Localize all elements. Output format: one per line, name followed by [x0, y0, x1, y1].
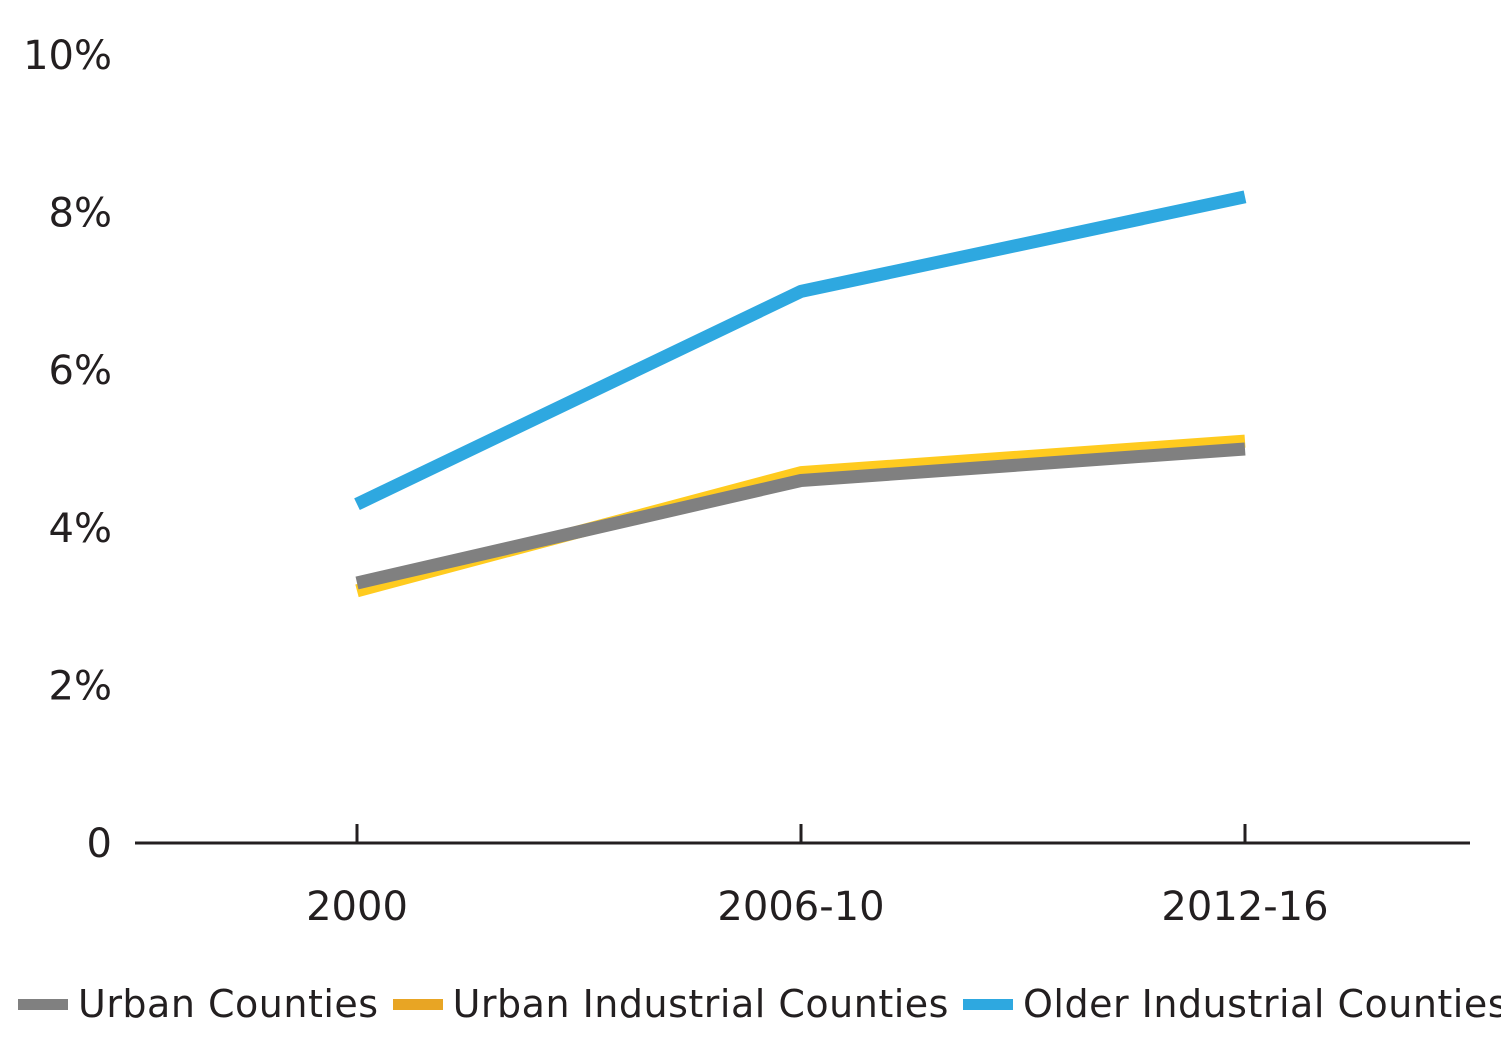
legend-item: Urban Counties — [18, 982, 379, 1026]
y-tick-label: 4% — [49, 506, 112, 552]
legend-label: Urban Industrial Counties — [452, 982, 949, 1026]
y-tick-label: 2% — [49, 663, 112, 709]
legend-label: Urban Counties — [78, 982, 379, 1026]
y-axis-labels: 0 2% 4% 6% 8% 10% — [23, 33, 112, 867]
legend-swatch — [962, 998, 1013, 1010]
legend-item: Urban Industrial Counties — [392, 982, 949, 1026]
legend: Urban Counties Urban Industrial Counties O… — [18, 982, 1501, 1026]
x-tick-label: 2006-10 — [717, 884, 884, 930]
y-tick-label: 6% — [49, 348, 112, 394]
series-lines — [354, 190, 1247, 598]
legend-swatch — [392, 998, 443, 1010]
legend-swatch — [18, 998, 68, 1010]
x-axis-labels: 2000 2006-10 2012-16 — [306, 884, 1328, 930]
series-line-older-industrial-counties — [354, 190, 1247, 511]
y-tick-label: 10% — [23, 33, 112, 79]
legend-label: Older Industrial Counties — [1022, 982, 1501, 1026]
y-tick-label: 8% — [49, 191, 112, 237]
x-tick-label: 2000 — [306, 884, 408, 930]
legend-item: Older Industrial Counties — [962, 982, 1501, 1026]
x-tick-label: 2012-16 — [1161, 884, 1328, 930]
series-line-urban-counties — [355, 442, 1246, 590]
y-tick-label: 0 — [87, 821, 112, 867]
x-axis-ticks — [355, 824, 1247, 843]
